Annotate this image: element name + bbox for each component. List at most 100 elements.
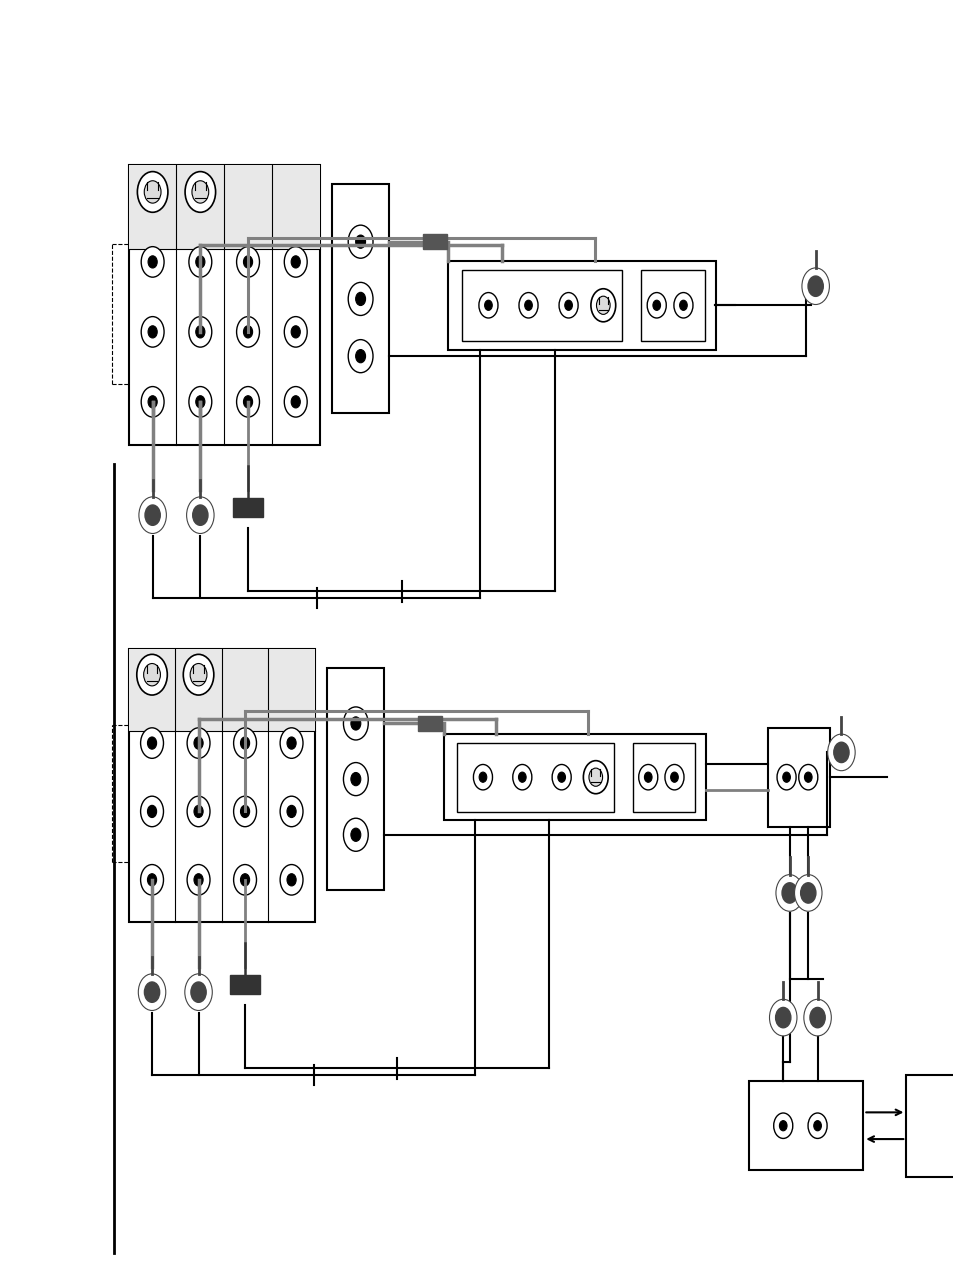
Bar xyxy=(230,974,259,995)
Bar xyxy=(767,728,829,827)
Circle shape xyxy=(148,736,156,749)
Circle shape xyxy=(564,300,572,310)
Bar xyxy=(422,234,446,249)
Circle shape xyxy=(140,865,163,895)
Circle shape xyxy=(240,805,250,818)
Circle shape xyxy=(236,387,259,417)
Circle shape xyxy=(355,293,365,305)
Circle shape xyxy=(192,181,209,204)
Circle shape xyxy=(670,772,678,782)
Bar xyxy=(905,1075,953,1177)
Circle shape xyxy=(189,387,212,417)
Bar xyxy=(443,734,705,820)
Circle shape xyxy=(827,734,854,771)
Circle shape xyxy=(193,505,208,525)
Circle shape xyxy=(141,317,164,347)
Circle shape xyxy=(137,172,168,212)
Circle shape xyxy=(138,974,166,1010)
Circle shape xyxy=(833,742,848,763)
Bar xyxy=(461,270,621,341)
Circle shape xyxy=(185,172,215,212)
Circle shape xyxy=(187,497,213,533)
Circle shape xyxy=(558,772,565,782)
Circle shape xyxy=(558,293,578,318)
Circle shape xyxy=(240,736,250,749)
Circle shape xyxy=(233,865,256,895)
Circle shape xyxy=(679,300,686,310)
Bar xyxy=(632,743,695,812)
Circle shape xyxy=(351,772,360,786)
Circle shape xyxy=(183,654,213,695)
Bar xyxy=(456,743,614,812)
Circle shape xyxy=(355,350,365,363)
Circle shape xyxy=(144,664,160,686)
Circle shape xyxy=(644,772,652,782)
Circle shape xyxy=(773,1113,792,1138)
Circle shape xyxy=(803,772,811,782)
Bar xyxy=(327,668,384,890)
Circle shape xyxy=(473,764,492,790)
Circle shape xyxy=(664,764,683,790)
Circle shape xyxy=(807,276,822,296)
Circle shape xyxy=(794,875,821,911)
Bar xyxy=(417,716,442,731)
Circle shape xyxy=(243,256,253,268)
Circle shape xyxy=(813,1121,821,1131)
Circle shape xyxy=(139,497,166,533)
Circle shape xyxy=(809,1007,824,1028)
Circle shape xyxy=(280,865,303,895)
Circle shape xyxy=(291,396,300,408)
Circle shape xyxy=(291,256,300,268)
Circle shape xyxy=(195,256,205,268)
Circle shape xyxy=(781,772,789,782)
Circle shape xyxy=(187,865,210,895)
Circle shape xyxy=(583,761,608,794)
Circle shape xyxy=(189,247,212,277)
Circle shape xyxy=(343,707,368,740)
Circle shape xyxy=(284,247,307,277)
Circle shape xyxy=(652,300,659,310)
Circle shape xyxy=(193,805,203,818)
Circle shape xyxy=(284,317,307,347)
Circle shape xyxy=(145,505,160,525)
Circle shape xyxy=(140,796,163,827)
Circle shape xyxy=(596,296,610,314)
Circle shape xyxy=(148,256,157,268)
Circle shape xyxy=(673,293,692,318)
Circle shape xyxy=(588,768,602,786)
Circle shape xyxy=(343,818,368,851)
Circle shape xyxy=(343,762,368,796)
Circle shape xyxy=(280,796,303,827)
Bar xyxy=(129,165,319,445)
Circle shape xyxy=(807,1113,826,1138)
Circle shape xyxy=(144,181,161,204)
Circle shape xyxy=(478,293,497,318)
Circle shape xyxy=(144,982,159,1002)
Circle shape xyxy=(187,796,210,827)
Circle shape xyxy=(518,772,526,782)
Circle shape xyxy=(351,717,360,730)
Circle shape xyxy=(189,317,212,347)
Circle shape xyxy=(552,764,571,790)
Circle shape xyxy=(776,764,795,790)
Circle shape xyxy=(291,326,300,338)
Circle shape xyxy=(646,293,665,318)
Circle shape xyxy=(140,728,163,758)
Circle shape xyxy=(233,728,256,758)
Circle shape xyxy=(148,874,156,885)
Circle shape xyxy=(240,874,250,885)
Circle shape xyxy=(243,326,253,338)
Circle shape xyxy=(187,728,210,758)
Circle shape xyxy=(518,293,537,318)
Circle shape xyxy=(195,326,205,338)
Bar xyxy=(640,270,704,341)
Circle shape xyxy=(639,764,657,790)
Circle shape xyxy=(287,805,295,818)
Bar xyxy=(748,1081,862,1170)
Circle shape xyxy=(800,883,815,903)
Circle shape xyxy=(769,1000,796,1035)
Circle shape xyxy=(348,225,373,258)
Circle shape xyxy=(513,764,531,790)
Circle shape xyxy=(484,300,492,310)
Bar xyxy=(129,165,319,249)
